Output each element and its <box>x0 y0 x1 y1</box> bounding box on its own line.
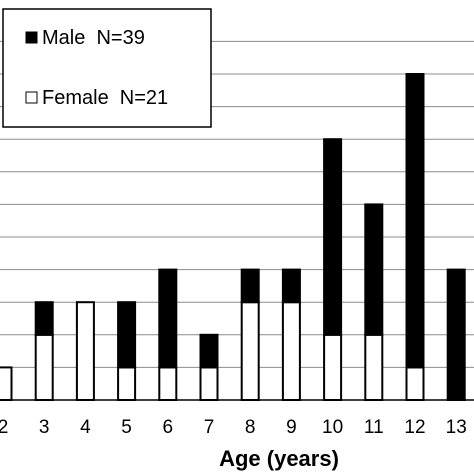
legend-box <box>2 8 212 128</box>
x-tick-labels: 2 3 4 5 6 7 8 9 10 11 12 13 <box>0 417 467 438</box>
bar-segment-female-5 <box>117 366 137 401</box>
bar-segment-female-6 <box>158 366 178 401</box>
x-tick-label-13: 13 <box>446 417 467 438</box>
bar-segment-male-6 <box>158 268 178 369</box>
bar-segment-female-11 <box>364 333 384 401</box>
bar-segment-male-7 <box>199 333 219 369</box>
bar-segment-female-10 <box>323 333 343 401</box>
x-tick-label-5: 5 <box>121 417 132 438</box>
bar-segment-male-5 <box>117 301 137 369</box>
legend: Male N=39 Female N=21 <box>2 8 212 128</box>
bar-segment-male-11 <box>364 203 384 336</box>
bar-segment-male-8 <box>240 268 260 304</box>
legend-label-female: Female N=21 <box>42 87 168 109</box>
legend-label-male: Male N=39 <box>42 27 145 49</box>
bar-segment-male-9 <box>281 268 301 304</box>
bar-segment-female-3 <box>34 333 54 401</box>
bar-segment-male-13 <box>446 268 466 401</box>
x-tick-label-4: 4 <box>80 417 91 438</box>
bar-segment-female-8 <box>240 301 260 402</box>
x-tick-label-2: 2 <box>0 417 8 438</box>
legend-swatch-male <box>25 31 38 44</box>
x-tick-label-12: 12 <box>404 417 425 438</box>
bars <box>0 73 466 402</box>
legend-swatch-female <box>25 91 38 104</box>
x-tick-label-9: 9 <box>286 417 297 438</box>
x-axis-title: Age (years) <box>219 446 339 471</box>
x-tick-label-6: 6 <box>163 417 174 438</box>
x-tick-label-7: 7 <box>204 417 215 438</box>
x-tick-label-11: 11 <box>364 417 384 438</box>
bar-segment-female-4 <box>75 301 95 402</box>
bar-segment-female-2 <box>0 366 13 401</box>
bar-segment-female-9 <box>281 301 301 402</box>
bar-segment-female-12 <box>405 366 425 401</box>
bar-segment-male-3 <box>34 301 54 336</box>
x-tick-label-3: 3 <box>39 417 50 438</box>
bar-segment-male-12 <box>405 73 425 369</box>
x-tick-label-8: 8 <box>245 417 256 438</box>
bar-segment-female-7 <box>199 366 219 401</box>
bar-segment-male-10 <box>323 138 343 336</box>
x-tick-label-10: 10 <box>322 417 343 438</box>
